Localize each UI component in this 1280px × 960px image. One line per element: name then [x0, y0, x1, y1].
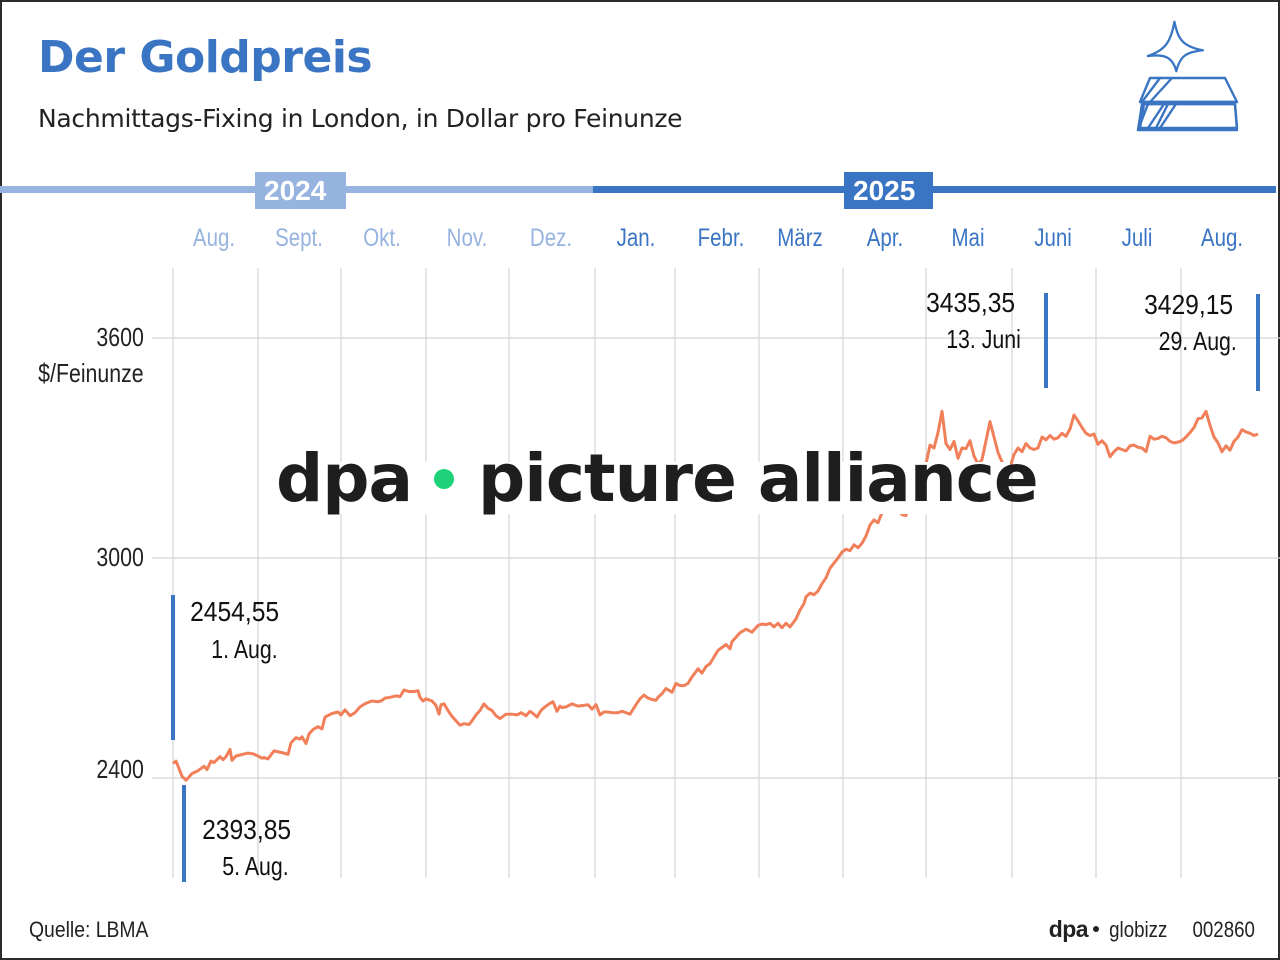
watermark-dot-icon — [434, 468, 455, 489]
month-label: Aug. — [192, 224, 236, 252]
source-label: Quelle: LBMA — [29, 917, 149, 942]
month-label: Aug. — [1200, 224, 1244, 252]
y-tick-3600: 3600 — [96, 322, 144, 352]
month-label: Juli — [1121, 224, 1153, 252]
credit-dot-icon — [1093, 926, 1100, 932]
y-axis-unit: $/Feinunze — [38, 358, 144, 388]
annotation-value-start: 2454,55 — [190, 596, 280, 627]
month-label: Febr. — [697, 224, 745, 252]
month-label: Dez. — [529, 224, 573, 252]
month-label: Okt. — [363, 224, 401, 252]
watermark-left: dpa — [276, 440, 413, 517]
chart-subtitle: Nachmittags-Fixing in London, in Dollar … — [38, 104, 683, 133]
year-label-2024: 2024 — [255, 172, 346, 209]
annotation-value-high-june: 3435,35 — [926, 287, 1016, 318]
annotation-value-end: 3429,15 — [1144, 289, 1234, 320]
watermark-right: picture alliance — [478, 440, 1039, 517]
graphic-id: 002860 — [1192, 917, 1255, 942]
annotation-date-low: 5. Aug. — [222, 851, 289, 881]
gold-bars-icon — [1136, 20, 1239, 132]
chart-title: Der Goldpreis — [38, 32, 373, 83]
gold-price-line — [172, 409, 1259, 782]
credit-product: globizz — [1109, 917, 1168, 942]
month-label: März — [777, 224, 823, 252]
watermark-knockout — [270, 462, 1010, 514]
credit-line: dpa globizz 002860 — [1049, 916, 1260, 943]
credit-brand: dpa — [1048, 916, 1089, 942]
month-label: Juni — [1034, 224, 1072, 252]
annotation-date-high-june: 13. Juni — [946, 324, 1021, 354]
annotation-value-low: 2393,85 — [202, 814, 292, 845]
month-label: Sept. — [275, 224, 323, 252]
month-label: Mai — [951, 224, 985, 252]
month-label: Nov. — [446, 224, 488, 252]
year-bar-2025 — [593, 186, 1276, 193]
y-tick-3000: 3000 — [96, 542, 144, 572]
watermark-dpa-picture-alliance: dpa picture alliance — [276, 440, 1039, 517]
y-tick-2400: 2400 — [96, 754, 144, 784]
annotation-date-end: 29. Aug. — [1158, 326, 1237, 356]
month-label: Apr. — [866, 224, 904, 252]
month-label: Jan. — [616, 224, 656, 252]
annotation-date-start: 1. Aug. — [211, 634, 278, 664]
year-label-2025: 2025 — [844, 172, 933, 209]
